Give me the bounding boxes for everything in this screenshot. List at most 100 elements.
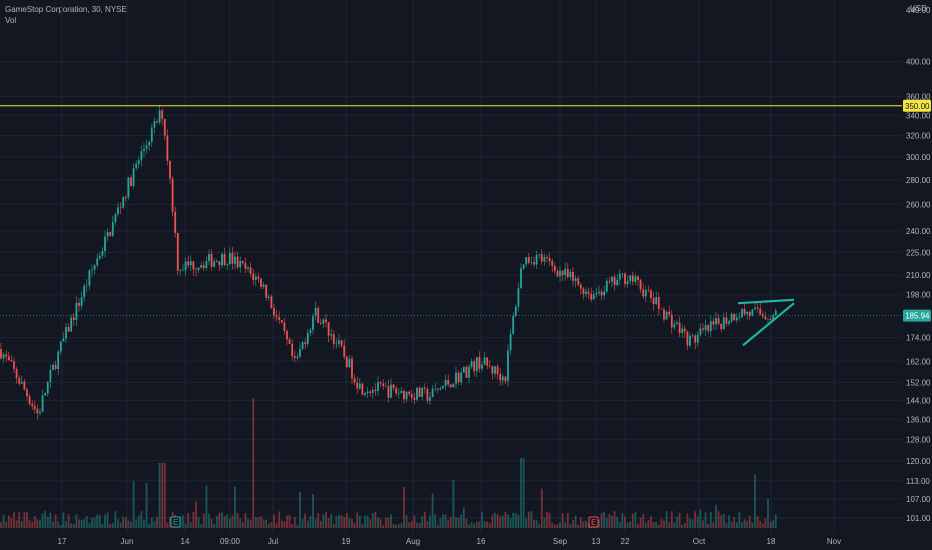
volume-bar xyxy=(709,512,712,528)
volume-bar xyxy=(543,517,546,528)
volume-bar xyxy=(335,516,338,528)
candle-body xyxy=(527,257,530,263)
candle-body xyxy=(590,293,593,300)
price-tick-label: 162.00 xyxy=(906,357,931,366)
volume-bar xyxy=(382,524,385,528)
volume-bar xyxy=(720,515,723,528)
candle-body xyxy=(553,265,556,271)
candle-body xyxy=(444,380,447,387)
volume-bar xyxy=(533,519,535,528)
volume-label[interactable]: Vol xyxy=(5,16,17,25)
candle-body xyxy=(70,317,73,332)
volume-bar xyxy=(673,522,676,528)
candle-body xyxy=(306,333,309,344)
candle-body xyxy=(273,308,275,316)
volume-bar xyxy=(371,513,374,528)
candle-body xyxy=(18,378,21,384)
candle-body xyxy=(210,253,213,267)
candle-body xyxy=(689,335,691,346)
candle-body xyxy=(439,388,442,390)
candle-body xyxy=(582,288,585,294)
volume-bar xyxy=(59,524,62,528)
chart-legend: GameStop Corporation, 30, NYSE Vol xyxy=(5,4,127,26)
volume-bar xyxy=(332,523,335,528)
volume-bar xyxy=(431,493,434,528)
volume-bar xyxy=(626,522,629,528)
volume-bar xyxy=(501,515,504,528)
volume-bar xyxy=(410,521,413,528)
volume-bar xyxy=(319,521,322,528)
volume-bar xyxy=(291,524,294,528)
volume-bar xyxy=(2,514,5,528)
candle-body xyxy=(772,315,775,320)
volume-bar xyxy=(689,518,691,528)
volume-bar xyxy=(96,514,99,528)
candle-body xyxy=(408,391,411,395)
candle-body xyxy=(397,392,400,394)
earnings-badge[interactable]: E xyxy=(170,516,181,528)
triangle-upper-trendline[interactable] xyxy=(737,298,795,305)
candle-body xyxy=(262,284,265,287)
volume-bar xyxy=(764,518,767,528)
volume-bar xyxy=(374,511,377,528)
candle-body xyxy=(153,121,156,128)
volume-bar xyxy=(106,512,109,528)
candle-body xyxy=(296,356,299,358)
candle-body xyxy=(332,334,335,345)
volume-bar xyxy=(314,519,317,528)
volume-bars xyxy=(0,398,777,528)
candle-body xyxy=(642,289,645,297)
candle-body xyxy=(769,318,772,320)
candle-body xyxy=(486,357,489,366)
volume-bar xyxy=(509,517,512,528)
candle-body xyxy=(101,251,104,256)
volume-bar xyxy=(746,520,749,528)
candle-body xyxy=(52,364,54,371)
volume-bar xyxy=(743,519,746,528)
candle-body xyxy=(715,318,717,325)
candle-body xyxy=(304,342,307,344)
candle-body xyxy=(611,276,613,282)
candle-body xyxy=(405,391,408,400)
time-axis[interactable]: 17 Jun 14 09:00 Jul 19 Aug 16 Sep 13 22 Oct 18 Nov xyxy=(58,537,842,546)
candle-body xyxy=(117,207,119,215)
candle-body xyxy=(494,366,496,374)
volume-bar xyxy=(730,521,733,528)
earnings-badge-label: E xyxy=(173,518,178,527)
volume-bar xyxy=(226,514,229,528)
volume-bar xyxy=(418,522,421,528)
volume-bar xyxy=(426,521,429,528)
candle-body xyxy=(39,411,41,414)
candle-body xyxy=(119,207,122,209)
earnings-badge[interactable]: E xyxy=(588,516,599,528)
time-tick-label: 14 xyxy=(181,537,190,546)
candle-body xyxy=(587,291,590,294)
candle-body xyxy=(382,383,385,387)
volume-bar xyxy=(192,511,195,528)
volume-bar xyxy=(465,518,468,528)
volume-bar xyxy=(208,513,210,528)
volume-bar xyxy=(114,511,117,528)
volume-bar xyxy=(109,523,112,528)
volume-bar xyxy=(605,518,608,528)
candle-body xyxy=(631,275,634,282)
triangle-lower-trendline[interactable] xyxy=(742,302,795,347)
grid-lines xyxy=(0,0,902,533)
candle-body xyxy=(746,311,749,315)
volume-bar xyxy=(460,514,463,528)
volume-bar xyxy=(663,520,665,528)
candle-body xyxy=(561,270,564,276)
price-axis[interactable]: 400.00 360.00 340.00 320.00 300.00 280.00 260.… xyxy=(906,6,931,523)
candle-body xyxy=(673,324,676,328)
candle-body xyxy=(78,302,80,306)
candle-body xyxy=(613,276,616,286)
volume-bar xyxy=(26,512,28,528)
price-tick-label: 128.00 xyxy=(906,435,931,444)
volume-bar xyxy=(163,463,166,528)
volume-bar xyxy=(390,514,392,528)
time-tick-label: Sep xyxy=(553,537,568,546)
symbol-title[interactable]: GameStop Corporation, 30, NYSE xyxy=(5,5,127,14)
candle-body xyxy=(145,145,148,149)
candle-body xyxy=(166,135,169,161)
